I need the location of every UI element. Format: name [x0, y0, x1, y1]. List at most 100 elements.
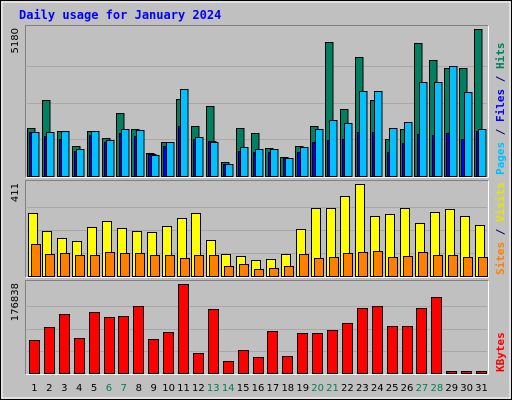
bar-kbytes-day-24 [372, 306, 383, 374]
x-tick-label-22: 22 [341, 383, 354, 394]
bar-pages-day-28 [434, 82, 443, 177]
bar-kbytes-day-27 [416, 308, 427, 374]
bar-pages-day-2 [46, 132, 55, 177]
bar-pages-day-21 [329, 120, 338, 177]
bar-sites-day-3 [60, 253, 70, 277]
x-tick-label-1: 1 [31, 383, 37, 394]
bar-sites-day-4 [75, 255, 85, 277]
x-tick-label-17: 17 [267, 383, 280, 394]
bar-kbytes-day-19 [297, 333, 308, 374]
bar-sites-day-7 [120, 253, 130, 277]
x-tick-label-7: 7 [121, 383, 127, 394]
x-tick-label-5: 5 [91, 383, 97, 394]
bar-pages-day-10 [166, 142, 175, 177]
bar-kbytes-day-28 [431, 297, 442, 374]
x-tick-label-26: 26 [401, 383, 414, 394]
bar-sites-day-10 [165, 255, 175, 277]
bar-kbytes-day-29 [446, 371, 457, 374]
bar-kbytes-day-14 [223, 361, 234, 374]
legend-part: Hits [494, 43, 507, 70]
x-tick-label-28: 28 [430, 383, 443, 394]
x-tick-label-3: 3 [61, 383, 67, 394]
series-sites [31, 244, 488, 277]
bar-pages-day-31 [478, 129, 487, 177]
legend-part: / [494, 122, 507, 142]
bar-sites-day-23 [358, 252, 368, 277]
bar-kbytes-day-18 [282, 356, 293, 374]
bar-sites-day-15 [239, 264, 249, 277]
panel-kbytes: 176838 KBytes [10, 280, 507, 375]
bar-pages-day-27 [419, 82, 428, 177]
max-value-label: 176838 [10, 283, 21, 321]
bar-pages-day-25 [389, 128, 398, 177]
bar-pages-day-15 [240, 147, 249, 177]
panel-pages-files-hits: 5180 Pages / Files / Hits [10, 25, 507, 178]
panels-group: 5180 Pages / Files / Hits 411 Sites / Visit… [10, 25, 507, 375]
bar-sites-day-11 [180, 258, 190, 277]
bar-pages-day-8 [136, 130, 145, 177]
bar-kbytes-day-20 [312, 333, 323, 374]
bar-sites-day-19 [299, 254, 309, 277]
bar-kbytes-day-4 [74, 338, 85, 374]
bar-kbytes-day-30 [461, 371, 472, 374]
x-tick-label-25: 25 [386, 383, 399, 394]
bar-pages-day-13 [210, 142, 219, 177]
x-tick-label-14: 14 [222, 383, 235, 394]
bar-sites-day-14 [224, 266, 234, 277]
bar-kbytes-day-21 [327, 330, 338, 374]
bar-kbytes-day-26 [402, 326, 413, 374]
bar-kbytes-day-3 [59, 314, 70, 374]
bar-sites-day-29 [448, 255, 458, 277]
bar-pages-day-20 [315, 129, 324, 177]
bar-kbytes-day-2 [44, 327, 55, 374]
x-tick-label-23: 23 [356, 383, 369, 394]
bar-kbytes-day-10 [163, 332, 174, 374]
bar-pages-day-3 [61, 131, 70, 177]
bar-sites-day-2 [45, 254, 55, 277]
series-legend-label: KBytes [494, 332, 507, 372]
bar-kbytes-day-5 [89, 312, 100, 374]
bar-sites-day-31 [478, 257, 488, 277]
x-tick-label-27: 27 [416, 383, 429, 394]
bar-pages-day-6 [106, 140, 115, 177]
bar-kbytes-day-15 [238, 350, 249, 374]
bar-kbytes-day-8 [133, 306, 144, 374]
bar-pages-day-17 [270, 149, 279, 177]
legend-part: Visits [494, 182, 507, 222]
legend-part: Files [494, 89, 507, 122]
bar-sites-day-22 [343, 253, 353, 277]
x-tick-label-15: 15 [237, 383, 250, 394]
x-tick-label-13: 13 [207, 383, 220, 394]
max-value-label: 5180 [10, 28, 21, 53]
bar-pages-day-11 [180, 89, 189, 177]
bar-pages-day-1 [31, 132, 40, 177]
bar-kbytes-day-12 [193, 353, 204, 374]
bar-pages-day-22 [344, 123, 353, 177]
bar-kbytes-day-23 [357, 308, 368, 374]
bar-pages-day-24 [374, 91, 383, 177]
legend-part: Pages [494, 142, 507, 175]
bar-sites-day-5 [90, 255, 100, 277]
x-tick-label-11: 11 [177, 383, 190, 394]
bar-pages-day-18 [285, 158, 294, 177]
legend-part: / [494, 222, 507, 242]
bar-pages-day-19 [300, 147, 309, 177]
bar-kbytes-day-1 [29, 340, 40, 374]
bar-pages-day-7 [121, 129, 130, 177]
bar-sites-day-16 [254, 269, 264, 277]
bar-pages-day-5 [91, 131, 100, 177]
bar-sites-day-1 [31, 244, 41, 277]
bar-pages-day-26 [404, 122, 413, 177]
bar-kbytes-day-31 [476, 371, 487, 374]
max-value-label: 411 [10, 183, 21, 202]
bar-sites-day-17 [269, 268, 279, 277]
bar-sites-day-28 [433, 255, 443, 277]
x-tick-label-20: 20 [311, 383, 324, 394]
bar-kbytes-day-25 [387, 326, 398, 374]
x-tick-label-10: 10 [162, 383, 175, 394]
x-tick-label-12: 12 [192, 383, 205, 394]
bar-pages-day-4 [76, 149, 85, 177]
